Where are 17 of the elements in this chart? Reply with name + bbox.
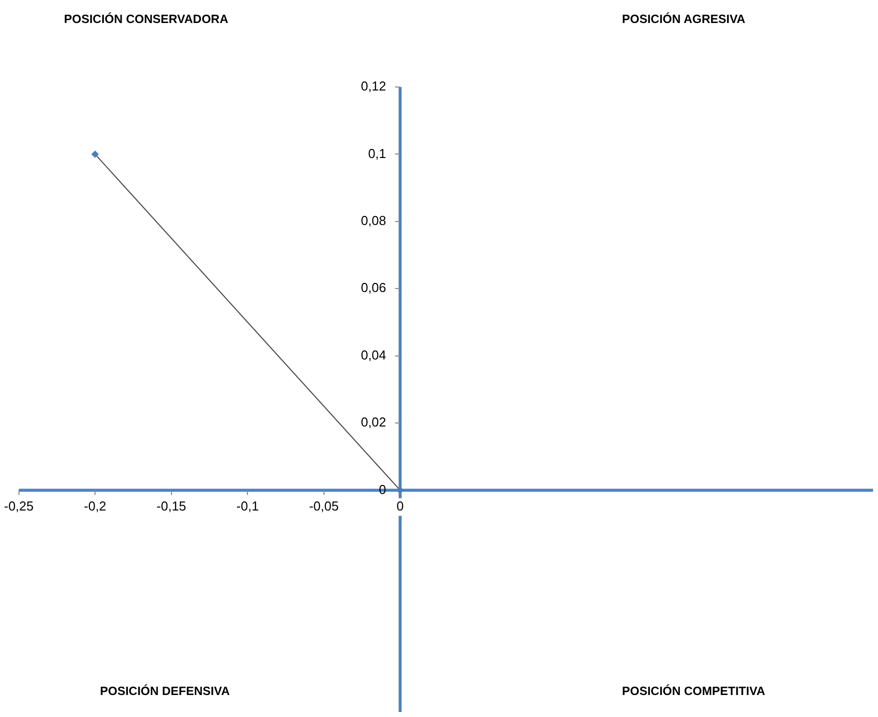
y-tick-label: 0,02 xyxy=(360,414,386,430)
y-tick-label: 0,08 xyxy=(360,212,386,228)
y-tick-label: 0,1 xyxy=(368,146,386,161)
text: POSICIÓN CONSERVADORA xyxy=(64,12,228,26)
x-tick-label: -0,15 xyxy=(156,498,186,514)
x-tick-label: 0 xyxy=(396,498,404,514)
y-tick-label: 0,12 xyxy=(360,78,386,94)
annotation: POSICIÓN COMPETITIVA xyxy=(622,684,766,698)
y-tick-label: 0,06 xyxy=(360,280,386,296)
x-tick-label: -0,2 xyxy=(84,498,106,514)
x-tick-label: -0,1 xyxy=(236,498,259,514)
text: POSICIÓN AGRESIVA xyxy=(622,12,746,26)
y-tick-label: 0 xyxy=(378,482,386,497)
x-tick-label: -0,25 xyxy=(4,498,34,514)
y-tick-label: 0,04 xyxy=(360,347,386,362)
annotation: POSICIÓN DEFENSIVA xyxy=(100,684,230,698)
x-tick-label: -0,05 xyxy=(309,498,339,514)
